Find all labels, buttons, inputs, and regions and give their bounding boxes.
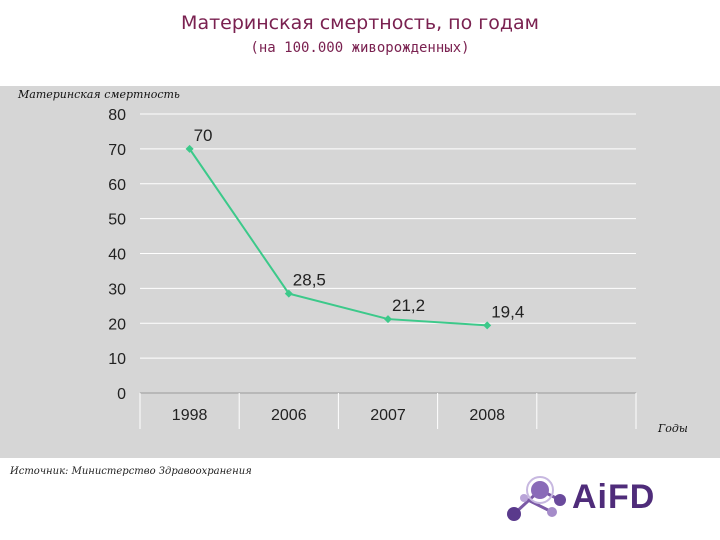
y-tick-label: 80 [108,107,126,124]
data-point [384,315,392,324]
aifd-logo: AiFD [500,468,678,528]
data-label: 70 [194,126,213,145]
y-tick-label: 40 [108,247,126,264]
y-tick-label: 70 [108,142,126,159]
source-note: Источник: Министерство Здравоохранения [10,466,252,477]
y-tick-label: 20 [108,316,126,333]
x-tick-label: 1998 [172,407,208,424]
data-labels: 70 28,5 21,2 19,4 [194,126,525,321]
data-label: 21,2 [392,296,425,315]
x-tick-labels: 1998 2006 2007 2008 [172,407,505,424]
molecule-icon [507,476,566,521]
chart-panel [0,86,720,458]
y-tick-label: 50 [108,212,126,229]
y-tick-label: 10 [108,351,126,368]
logo-text: AiFD [572,478,656,516]
page-subtitle: (на 100.000 живорожденных) [250,40,470,56]
x-tick-label: 2008 [469,407,505,424]
y-tick-labels: 0 10 20 30 40 50 60 70 80 [108,107,126,403]
series-line [188,148,488,327]
data-point [185,144,194,153]
data-points [185,144,492,330]
data-point [284,289,293,298]
y-axis-label: Материнская смертность [18,88,180,101]
x-tick-label: 2006 [271,407,307,424]
data-point [483,321,492,330]
x-tick-label: 2007 [370,407,406,424]
data-label: 28,5 [293,271,326,290]
y-tick-label: 30 [108,281,126,298]
y-tick-label: 0 [117,386,126,403]
data-label: 19,4 [491,302,524,321]
page-title: Материнская смертность, по годам [181,12,539,34]
x-axis-label: Годы [658,422,688,435]
grid-layer [139,113,637,429]
y-tick-label: 60 [108,177,126,194]
